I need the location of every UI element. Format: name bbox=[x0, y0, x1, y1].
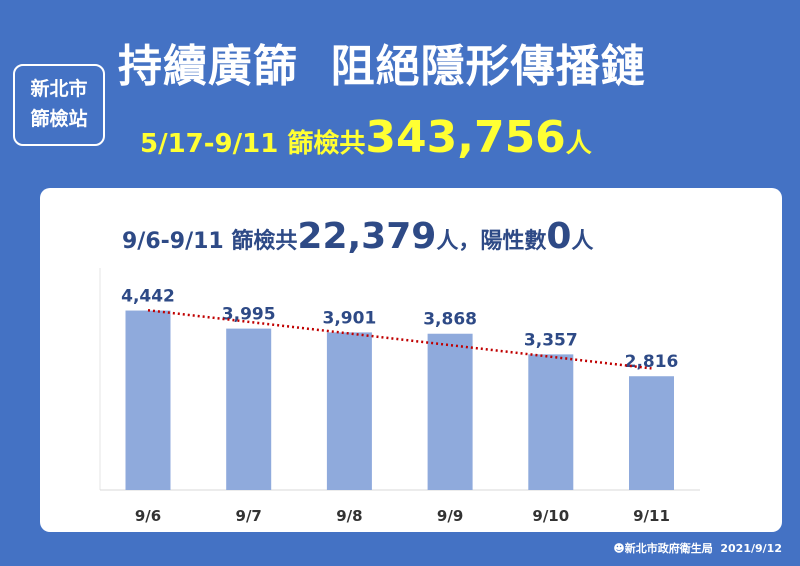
bar-9/11 bbox=[629, 376, 674, 490]
week-period: 9/6-9/11 篩檢共 bbox=[122, 229, 298, 254]
badge-line2: 篩檢站 bbox=[30, 108, 88, 130]
week-positive-label: 人，陽性數 bbox=[436, 229, 547, 254]
page-title: 持續廣篩 阻絕隱形傳播鏈 bbox=[118, 41, 646, 92]
total-count: 343,756 bbox=[365, 112, 566, 163]
week-count: 22,379 bbox=[297, 216, 437, 257]
data-label: 3,995 bbox=[222, 305, 276, 325]
total-unit: 人 bbox=[565, 129, 592, 159]
bar-9/10 bbox=[528, 354, 574, 490]
data-label: 4,442 bbox=[121, 287, 175, 307]
x-tick-label: 9/8 bbox=[336, 507, 362, 525]
x-tick-label: 9/10 bbox=[532, 507, 569, 525]
station-badge: 新北市 篩檢站 bbox=[13, 64, 105, 146]
data-label: 3,901 bbox=[323, 308, 377, 328]
bar-9/6 bbox=[125, 310, 171, 490]
week-unit: 人 bbox=[571, 229, 594, 254]
data-label: 2,816 bbox=[625, 352, 679, 372]
health-bureau-logo-icon: ☻ bbox=[613, 542, 625, 555]
total-period: 5/17-9/11 篩檢共 bbox=[140, 129, 366, 159]
x-tick-label: 9/9 bbox=[437, 507, 463, 525]
data-label: 3,357 bbox=[524, 330, 578, 350]
footer-org: 新北市政府衛生局 bbox=[624, 542, 713, 555]
x-tick-label: 9/6 bbox=[135, 507, 161, 525]
bar-9/9 bbox=[427, 333, 473, 490]
data-label: 3,868 bbox=[423, 310, 477, 330]
bar-9/8 bbox=[326, 332, 372, 490]
total-screened: 5/17-9/11 篩檢共343,756人 bbox=[140, 112, 592, 163]
badge-line1: 新北市 bbox=[30, 78, 88, 100]
week-summary: 9/6-9/11 篩檢共22,379人，陽性數0人 bbox=[122, 216, 593, 257]
x-tick-label: 9/11 bbox=[633, 507, 670, 525]
x-tick-label: 9/7 bbox=[236, 507, 262, 525]
positive-count: 0 bbox=[546, 216, 572, 257]
bar-9/7 bbox=[226, 328, 272, 490]
footer-date: 2021/9/12 bbox=[720, 542, 782, 555]
footer: ☻新北市政府衛生局 2021/9/12 bbox=[613, 540, 782, 556]
